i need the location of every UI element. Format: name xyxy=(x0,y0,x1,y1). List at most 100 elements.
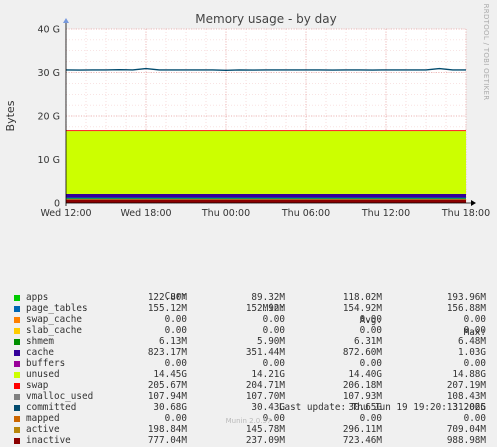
legend-header: Cur: Min: Avg: Max: xyxy=(0,279,497,338)
y-tick-label: 20 G xyxy=(38,112,60,123)
legend-avg: 6.31M xyxy=(354,336,382,347)
legend-cur: 122.80M xyxy=(147,292,187,303)
legend-row-swap: swap 205.67M 204.71M 206.18M 207.19M xyxy=(0,380,497,392)
legend-name: buffers xyxy=(26,358,66,369)
legend-min: 30.43G xyxy=(251,402,285,413)
legend-max: 1.03G xyxy=(458,347,486,358)
legend-max: 0.00 xyxy=(463,314,486,325)
area-unused xyxy=(66,131,466,194)
legend-max: 207.19M xyxy=(446,380,486,391)
legend-avg: 154.92M xyxy=(342,303,382,314)
legend-avg: 0.00 xyxy=(359,325,382,336)
legend-max: 31.06G xyxy=(452,402,486,413)
y-axis-arrow xyxy=(63,18,69,23)
legend-swatch xyxy=(14,339,20,345)
legend-max: 988.98M xyxy=(446,435,486,446)
rrdtool-watermark: RRDTOOL / TOBI OETIKER xyxy=(482,4,490,101)
x-tick-label: Wed 12:00 xyxy=(40,208,91,219)
legend-avg: 296.11M xyxy=(342,424,382,435)
legend-min: 0.00 xyxy=(262,358,285,369)
legend-row-committed: committed 30.68G 30.43G 30.65G 31.06G xyxy=(0,402,497,414)
legend-max: 156.88M xyxy=(446,303,486,314)
legend-cur: 6.13M xyxy=(159,336,187,347)
header-avg: Avg: xyxy=(359,315,382,326)
y-tick-label: 10 G xyxy=(38,155,60,166)
legend-name: slab_cache xyxy=(26,325,82,336)
legend-name: unused xyxy=(26,369,60,380)
x-tick-label: Thu 06:00 xyxy=(281,208,330,219)
x-tick-label: Thu 00:00 xyxy=(201,208,250,219)
legend-name: swap xyxy=(26,380,49,391)
header-cur: Cur: xyxy=(164,291,187,302)
legend-cur: 823.17M xyxy=(147,347,187,358)
legend-swatch xyxy=(14,350,20,356)
area-cache xyxy=(66,193,466,198)
legend-swatch xyxy=(14,295,20,301)
legend-name: mapped xyxy=(26,413,60,424)
legend-avg: 723.46M xyxy=(342,435,382,446)
legend-min: 89.32M xyxy=(251,292,285,303)
legend-row-apps: apps 122.80M 89.32M 118.02M 193.96M xyxy=(0,292,497,304)
munin-version: Munin 2.0.57 xyxy=(225,417,272,425)
legend-name: active xyxy=(26,424,60,435)
legend-row-slab-cache: slab_cache 0.00 0.00 0.00 0.00 xyxy=(0,325,497,337)
area-swap xyxy=(66,130,466,132)
legend-swatch xyxy=(14,438,20,444)
y-axis-label: Bytes xyxy=(4,100,17,131)
legend-avg: 14.40G xyxy=(348,369,382,380)
legend-swatch xyxy=(14,394,20,400)
legend-avg: 118.02M xyxy=(342,292,382,303)
legend-cur: 0.00 xyxy=(164,314,187,325)
memory-chart: 0 10 G 20 G 30 G 40 G Wed 12:00 Wed 18:00 Thu 0… xyxy=(4,4,490,219)
legend-name: apps xyxy=(26,292,49,303)
legend-name: page_tables xyxy=(26,303,88,314)
legend-swatch xyxy=(14,306,20,312)
legend-avg: 0.00 xyxy=(359,413,382,424)
legend-swatch xyxy=(14,427,20,433)
x-tick-label: Wed 18:00 xyxy=(120,208,171,219)
header-min: Min: xyxy=(262,303,285,314)
legend-min: 237.09M xyxy=(245,435,285,446)
area-page-tables xyxy=(66,197,466,199)
legend-avg: 872.60M xyxy=(342,347,382,358)
legend-name: swap_cache xyxy=(26,314,82,325)
legend-avg: 30.65G xyxy=(348,402,382,413)
legend-swatch xyxy=(14,361,20,367)
y-tick-label: 30 G xyxy=(38,68,60,79)
legend-row-shmem: shmem 6.13M 5.90M 6.31M 6.48M xyxy=(0,336,497,348)
legend-min: 5.90M xyxy=(257,336,285,347)
legend-cur: 198.84M xyxy=(147,424,187,435)
last-update: Last update: Thu Jun 19 19:20:13 2025 xyxy=(278,402,486,413)
legend-cur: 155.12M xyxy=(147,303,187,314)
legend-row-cache: cache 823.17M 351.44M 872.60M 1.03G xyxy=(0,347,497,359)
legend-cur: 14.45G xyxy=(153,369,187,380)
legend-row-inactive: inactive 777.04M 237.09M 723.46M 988.98M xyxy=(0,435,497,447)
legend-swatch xyxy=(14,383,20,389)
legend-cur: 30.68G xyxy=(153,402,187,413)
legend-min: 152.92M xyxy=(245,303,285,314)
legend-min: 0.00 xyxy=(262,314,285,325)
legend-cur: 777.04M xyxy=(147,435,187,446)
legend-min: 0.00 xyxy=(262,325,285,336)
legend-swatch xyxy=(14,372,20,378)
legend-min: 204.71M xyxy=(245,380,285,391)
legend-min: 351.44M xyxy=(245,347,285,358)
legend-cur: 0.00 xyxy=(164,413,187,424)
x-tick-label: Thu 12:00 xyxy=(361,208,410,219)
area-apps xyxy=(66,198,466,200)
line-committed xyxy=(65,67,466,72)
y-tick-label: 0 xyxy=(54,199,60,210)
legend-row-unused: unused 14.45G 14.21G 14.40G 14.88G xyxy=(0,369,497,381)
legend-row-page-tables: page_tables 155.12M 152.92M 154.92M 156.88M xyxy=(0,303,497,315)
legend-row-swap-cache: swap_cache 0.00 0.00 0.00 0.00 xyxy=(0,314,497,326)
legend-max: 193.96M xyxy=(446,292,486,303)
legend-cur: 0.00 xyxy=(164,325,187,336)
x-tick-label: Thu 18:00 xyxy=(441,208,490,219)
legend-min: 0.00 xyxy=(262,413,285,424)
legend-avg: 0.00 xyxy=(359,314,382,325)
legend-name: vmalloc_used xyxy=(26,391,94,402)
header-max: Max: xyxy=(463,327,486,338)
legend-avg: 0.00 xyxy=(359,358,382,369)
legend-min: 145.78M xyxy=(245,424,285,435)
legend-row-buffers: buffers 0.00 0.00 0.00 0.00 xyxy=(0,358,497,370)
